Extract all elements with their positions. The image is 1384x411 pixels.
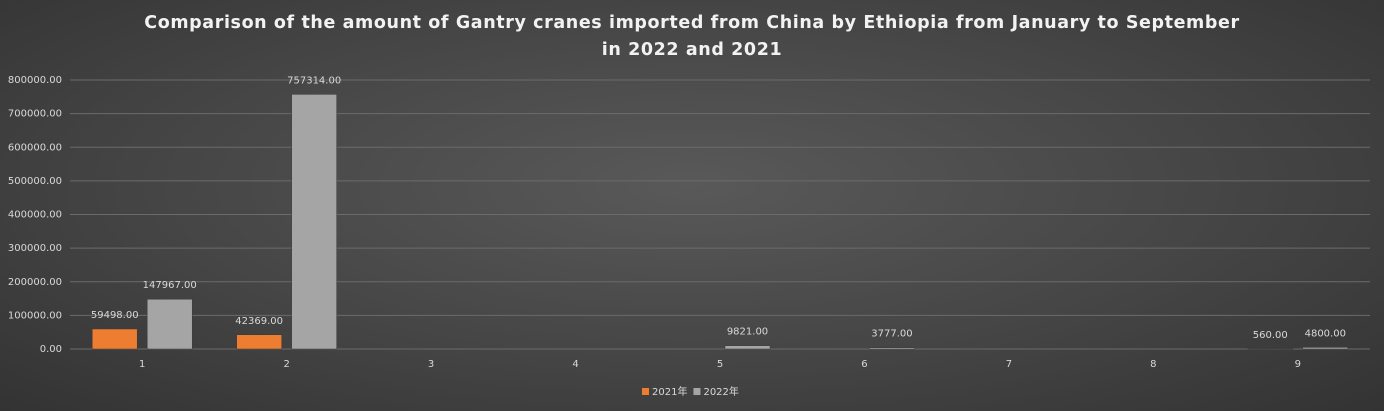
y-tick-label: 700000.00 [8,109,62,120]
y-tick-label: 800000.00 [8,75,62,86]
x-tick-label: 8 [1150,359,1156,370]
data-label: 3777.00 [871,329,912,340]
y-tick-label: 600000.00 [8,142,62,153]
y-tick-label: 100000.00 [8,310,62,321]
bar [291,94,337,350]
data-label: 560.00 [1253,330,1288,341]
y-tick-label: 200000.00 [8,277,62,288]
x-tick-label: 9 [1295,359,1301,370]
data-label: 42369.00 [235,316,283,327]
x-tick-label: 5 [717,359,723,370]
y-tick-label: 0.00 [40,344,62,355]
legend-label: 2021年 [652,385,687,398]
x-tick-label: 1 [139,359,145,370]
x-tick-label: 2 [283,359,289,370]
bar [146,298,193,350]
y-tick-label: 500000.00 [8,176,62,187]
legend-label: 2022年 [703,385,738,398]
data-label: 147967.00 [143,280,197,291]
bar [91,328,138,350]
y-tick-label: 400000.00 [8,210,62,221]
x-tick-label: 7 [1006,359,1012,370]
bar [236,334,282,350]
x-tick-label: 4 [572,359,578,370]
bar [724,345,771,350]
legend-swatch [642,388,649,395]
y-tick-label: 300000.00 [8,243,62,254]
chart-title: Comparison of the amount of Gantry crane… [144,13,1240,60]
data-label: 4800.00 [1305,328,1346,339]
data-label: 757314.00 [287,75,341,86]
x-tick-label: 6 [861,359,867,370]
data-label: 9821.00 [727,327,768,338]
bar [869,347,915,350]
bar [1302,347,1349,350]
x-tick-label: 3 [428,359,434,370]
legend-swatch [693,388,701,395]
data-label: 59498.00 [91,310,139,321]
